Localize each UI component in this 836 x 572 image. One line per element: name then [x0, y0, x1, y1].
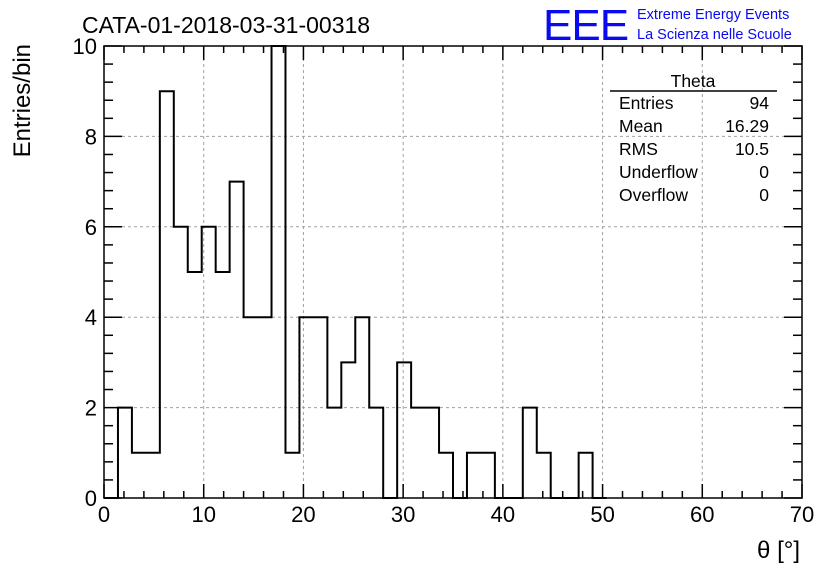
brand-line-1: Extreme Energy Events [637, 7, 789, 23]
y-axis-label: Entries/bin [9, 44, 36, 157]
y-tick-label: 4 [85, 305, 97, 330]
stats-value: 0 [759, 162, 769, 182]
y-tick-label: 0 [85, 486, 97, 511]
histogram-series [104, 45, 607, 499]
y-tick-label: 2 [85, 396, 97, 421]
x-tick-label: 0 [98, 502, 110, 527]
x-tick-labels: 0 10 20 30 40 50 60 70 [98, 502, 814, 527]
x-tick-label: 60 [690, 502, 714, 527]
stats-value: 16.29 [725, 116, 769, 136]
eee-logo: EEE [543, 1, 628, 50]
brand-line-2: La Scienza nelle Scuole [637, 27, 792, 43]
stats-box: Theta Entries 94 Mean 16.29 RMS 10.5 Underflow… [610, 71, 777, 205]
stats-label: Underflow [619, 162, 698, 182]
grid-lines [104, 45, 802, 498]
y-tick-label: 6 [85, 215, 97, 240]
x-axis-label: θ [°] [757, 537, 800, 564]
axis-ticks [103, 45, 803, 499]
x-tick-label: 50 [590, 502, 614, 527]
stats-title: Theta [671, 71, 716, 91]
y-tick-label: 10 [73, 34, 97, 59]
plot-frame [103, 45, 803, 499]
stats-value: 10.5 [735, 139, 769, 159]
stats-label: RMS [619, 139, 658, 159]
stats-label: Entries [619, 93, 674, 113]
y-tick-labels: 0 2 4 6 8 10 [73, 34, 97, 511]
y-tick-label: 8 [85, 124, 97, 149]
x-tick-label: 20 [291, 502, 315, 527]
x-tick-label: 30 [391, 502, 415, 527]
x-tick-label: 70 [790, 502, 814, 527]
x-tick-label: 40 [491, 502, 515, 527]
stats-label: Mean [619, 116, 663, 136]
stats-label: Overflow [619, 185, 688, 205]
chart-title: CATA-01-2018-03-31-00318 [82, 12, 370, 38]
stats-value: 94 [750, 93, 770, 113]
stats-value: 0 [759, 185, 769, 205]
x-tick-label: 10 [191, 502, 215, 527]
